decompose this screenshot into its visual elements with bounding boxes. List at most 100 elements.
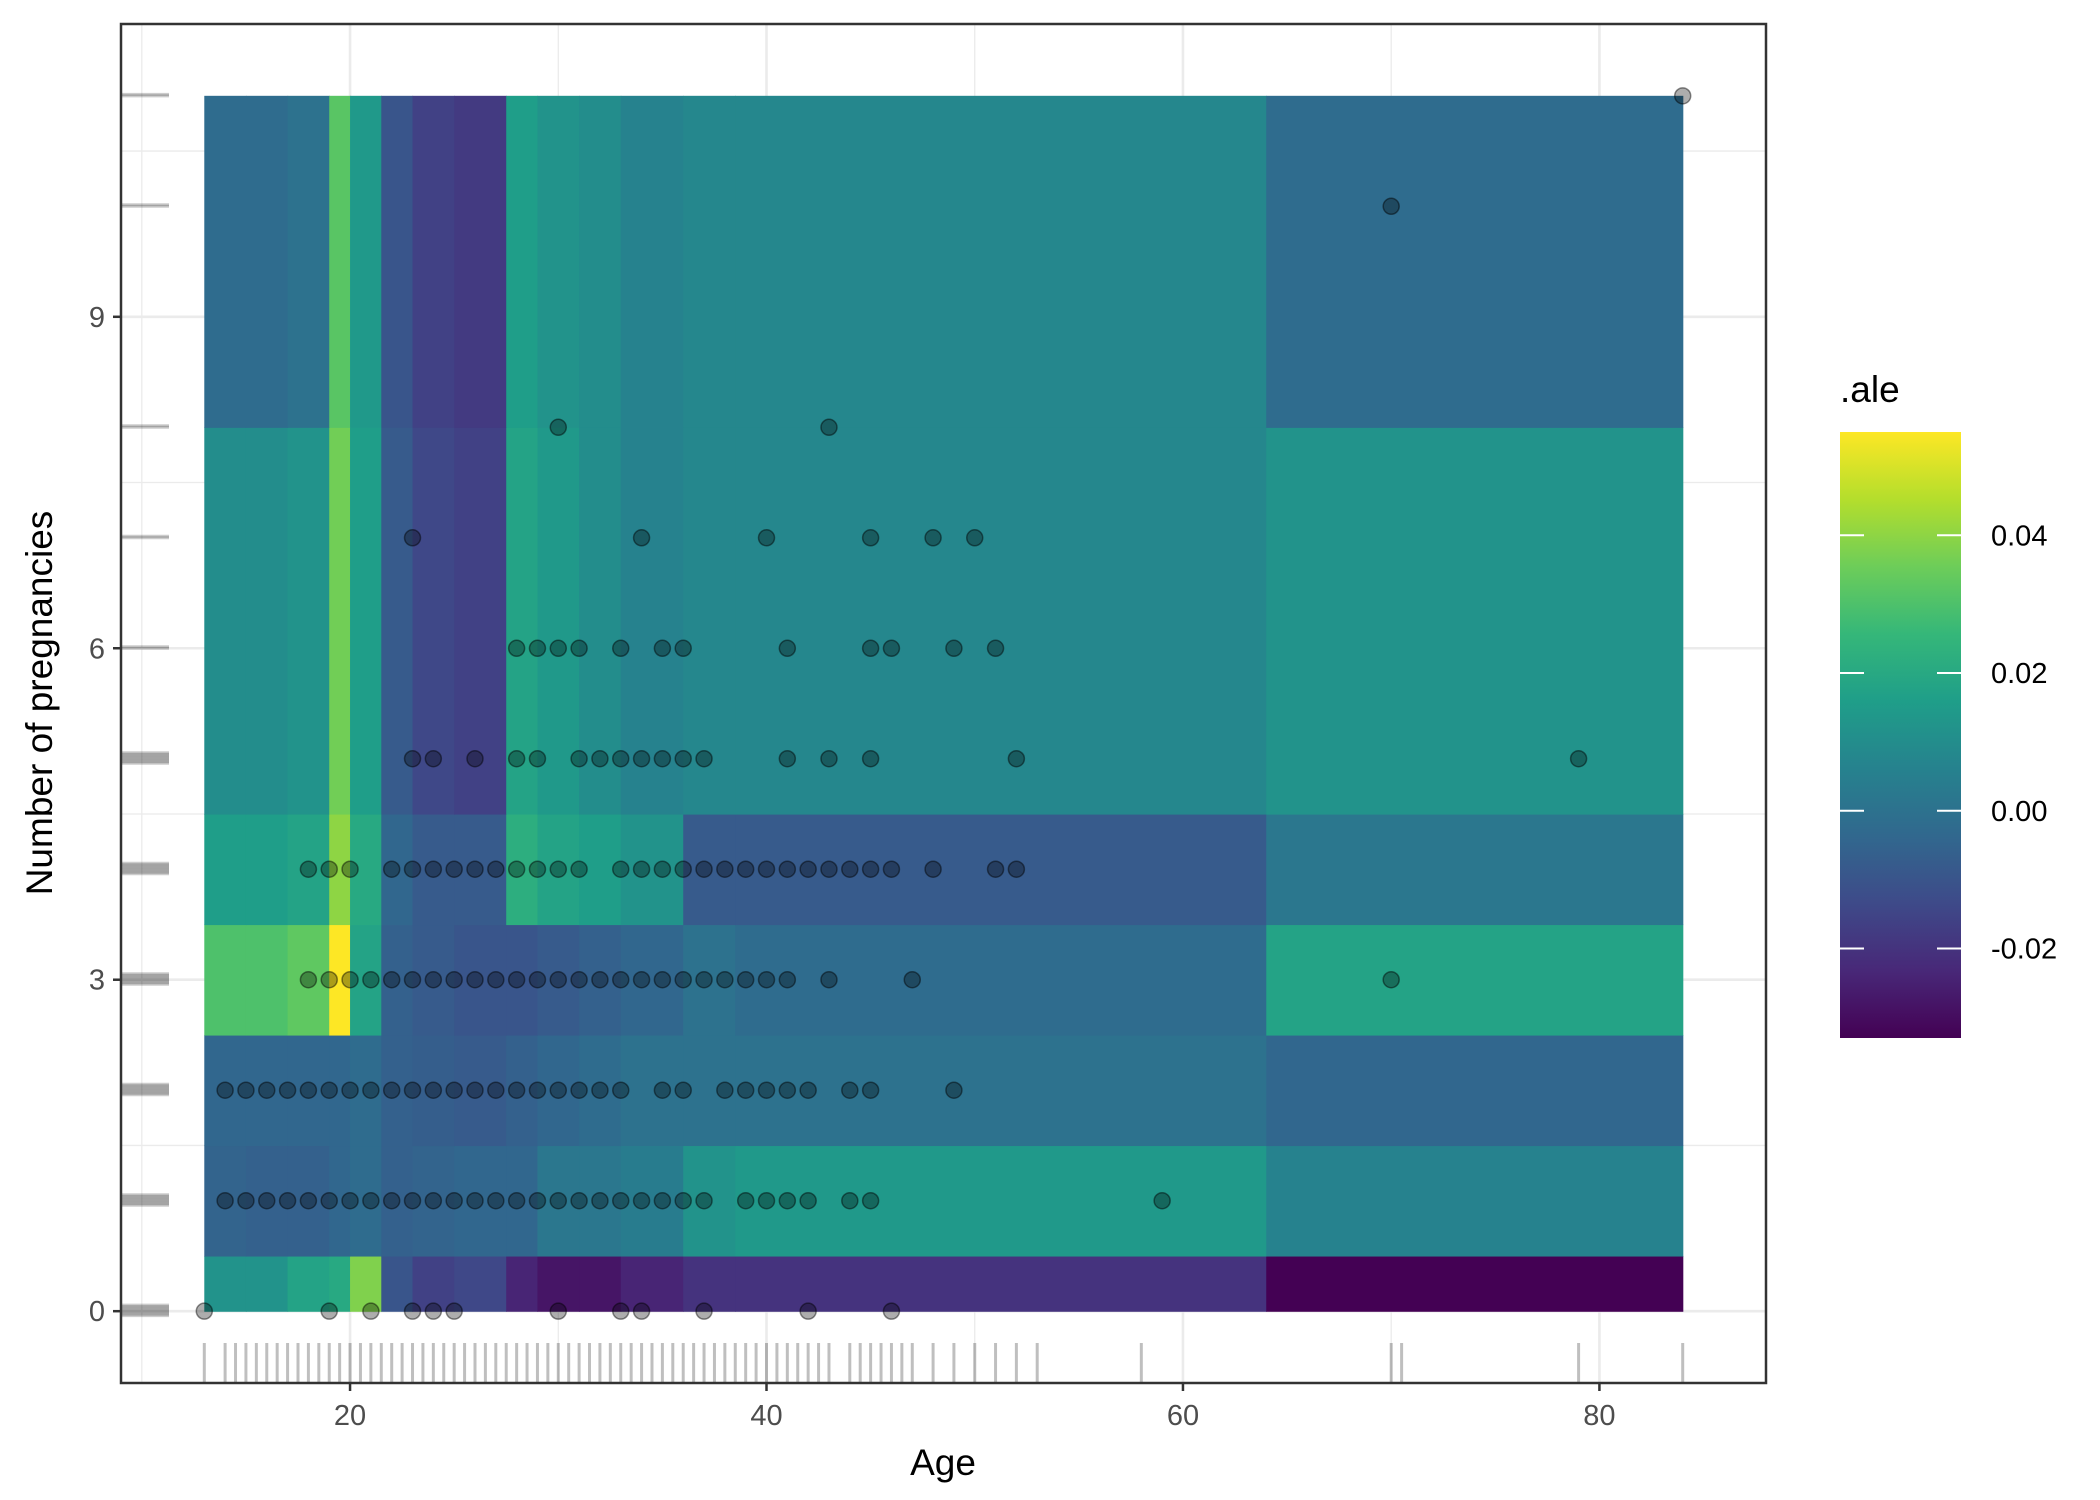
data-point (653, 970, 672, 989)
data-point (466, 749, 484, 768)
data-point (591, 1081, 609, 1099)
data-point (695, 860, 713, 878)
heatmap-tile (454, 1034, 507, 1147)
legend-break-label: 0.02 (1991, 658, 2047, 690)
heatmap-tile (620, 1034, 684, 1147)
data-point (382, 1191, 401, 1210)
heatmap-tile (454, 1145, 507, 1257)
data-point (382, 1081, 401, 1099)
data-point (986, 639, 1005, 658)
heatmap-tile (245, 924, 289, 1036)
data-points (195, 87, 1692, 1320)
data-point (278, 1191, 297, 1210)
heatmap-tile (412, 427, 455, 815)
data-point (487, 860, 505, 878)
data-point (507, 970, 526, 989)
heatmap-tile (579, 95, 622, 428)
data-point (424, 860, 443, 878)
heatmap-tile (506, 924, 539, 1036)
data-point (341, 970, 359, 989)
heatmap-tile (329, 813, 351, 926)
heatmap-tile (381, 427, 414, 815)
heatmap-tile (537, 1145, 580, 1257)
data-point (841, 1081, 859, 1099)
data-point (945, 639, 963, 658)
data-point (695, 970, 713, 989)
data-point (320, 1081, 338, 1099)
data-point (299, 970, 318, 989)
x-tick-label: 40 (750, 1400, 782, 1432)
heatmap-tile (245, 813, 289, 926)
data-point (445, 1302, 463, 1320)
heatmap-tile (735, 1145, 1267, 1257)
y-tick-label: 3 (89, 965, 105, 997)
data-point (674, 1191, 692, 1210)
heatmap-tile (245, 1034, 289, 1147)
data-point (820, 418, 838, 437)
data-point (570, 1081, 588, 1099)
heatmap-tile (579, 813, 622, 926)
x-tick-label: 20 (334, 1400, 366, 1432)
data-point (487, 1081, 505, 1099)
legend-colorbar (1840, 432, 1961, 1038)
heatmap-tile (537, 95, 580, 428)
data-point (778, 1191, 797, 1210)
data-point (861, 860, 880, 878)
data-point (611, 639, 630, 658)
data-point (549, 1302, 568, 1320)
heatmap-tile (1266, 427, 1684, 815)
heatmap-tile (454, 813, 507, 926)
heatmap-tile (287, 427, 330, 815)
data-point (736, 1191, 755, 1210)
heatmap-tile (350, 427, 382, 815)
data-point (799, 860, 817, 878)
data-point (674, 1081, 692, 1099)
heatmap-tile (350, 1034, 382, 1147)
data-point (424, 1302, 443, 1320)
heatmap-tile (245, 427, 289, 815)
data-point (632, 529, 651, 547)
data-point (695, 749, 713, 768)
data-point (757, 1081, 776, 1099)
data-point (507, 639, 526, 658)
heatmap-tile (579, 1145, 622, 1257)
data-point (778, 860, 797, 878)
heatmap-tile (329, 427, 351, 815)
data-point (341, 860, 359, 878)
heatmap-tile (245, 95, 289, 428)
data-point (403, 970, 422, 989)
heatmap-tile (350, 924, 382, 1036)
heatmap-tile (735, 1034, 1267, 1147)
heatmap-tile (329, 924, 351, 1036)
heatmap-tile (506, 427, 539, 815)
heatmap-tile (381, 1034, 414, 1147)
data-point (611, 970, 630, 989)
data-point (528, 970, 547, 989)
data-point (507, 1191, 526, 1210)
heatmap-tile (204, 1034, 247, 1147)
data-point (445, 1191, 463, 1210)
data-point (716, 860, 734, 878)
data-point (258, 1081, 276, 1099)
data-point (778, 970, 797, 989)
data-point (903, 970, 922, 989)
data-point (820, 970, 838, 989)
heatmap-tile (329, 1145, 351, 1257)
heatmap-tile (683, 1034, 736, 1147)
heatmap-tile (506, 1034, 539, 1147)
data-point (611, 1081, 630, 1099)
data-point (820, 860, 838, 878)
data-point (653, 639, 672, 658)
heatmap-tile (735, 1255, 1267, 1312)
data-point (466, 860, 484, 878)
y-tick-label: 9 (89, 302, 105, 334)
heatmap-tile (350, 95, 382, 428)
heatmap-tile (412, 1034, 455, 1147)
data-point (882, 639, 901, 658)
data-point (799, 1302, 817, 1320)
data-point (403, 749, 422, 768)
data-point (549, 1191, 568, 1210)
data-point (861, 1191, 880, 1210)
heatmap-tile (620, 427, 684, 815)
